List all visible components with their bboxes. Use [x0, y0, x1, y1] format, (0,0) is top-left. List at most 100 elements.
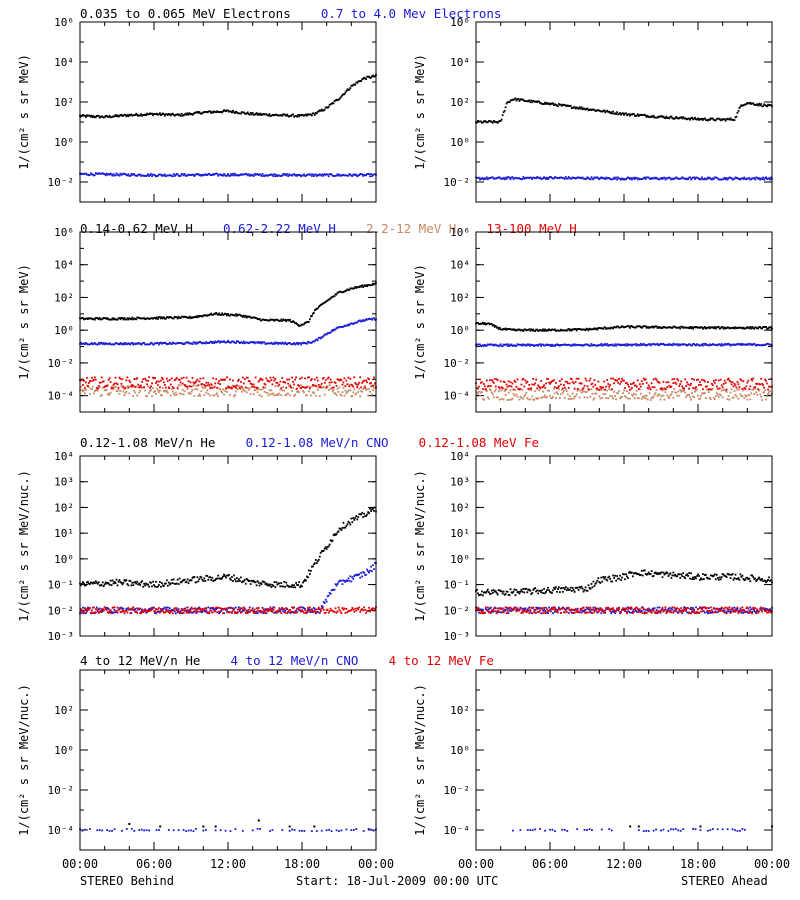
data-point [161, 342, 164, 344]
data-point [187, 316, 190, 319]
data-point [532, 398, 535, 401]
data-point [747, 102, 750, 105]
data-point [756, 327, 759, 330]
data-point [190, 611, 193, 614]
data-point [158, 391, 160, 394]
data-point [283, 342, 286, 345]
data-point [234, 606, 237, 609]
data-point [579, 107, 582, 110]
data-point [163, 389, 166, 392]
data-point [232, 172, 234, 175]
data-point [729, 391, 732, 394]
data-point [652, 343, 655, 345]
data-point [327, 175, 330, 178]
data-point [162, 607, 165, 610]
data-point [704, 119, 707, 121]
data-point [482, 397, 484, 400]
data-point [249, 316, 252, 319]
data-point [212, 394, 215, 397]
data-point [104, 607, 107, 610]
data-point [270, 610, 273, 613]
data-point [581, 328, 584, 331]
data-point [264, 386, 267, 389]
data-point [265, 391, 268, 394]
data-point [277, 582, 280, 585]
data-point [317, 606, 320, 609]
data-point [258, 317, 261, 320]
data-point [172, 317, 175, 320]
data-point [110, 612, 113, 614]
data-point [619, 326, 621, 329]
data-point [520, 178, 523, 181]
data-point [500, 328, 503, 331]
data-point [100, 172, 103, 175]
data-point [146, 174, 148, 177]
data-point [315, 338, 318, 341]
data-point [650, 396, 653, 399]
data-point [516, 395, 519, 398]
data-point [533, 330, 536, 332]
data-point [111, 606, 114, 609]
data-point [315, 376, 318, 379]
data-point [614, 343, 617, 346]
data-point [503, 109, 506, 112]
data-point [253, 611, 256, 613]
data-point [146, 112, 148, 115]
series [79, 73, 377, 119]
data-point [310, 114, 313, 117]
data-point [163, 606, 166, 609]
data-point [108, 583, 111, 586]
data-point [102, 116, 105, 119]
data-point [126, 583, 129, 585]
data-point [364, 574, 367, 576]
data-point [695, 389, 697, 392]
data-point [201, 315, 204, 318]
data-point [740, 395, 743, 398]
data-point [704, 343, 706, 346]
data-point [599, 327, 602, 330]
data-point [91, 379, 94, 382]
data-point [536, 344, 539, 346]
data-point [88, 317, 91, 320]
data-point [538, 385, 541, 388]
data-point [537, 100, 540, 103]
data-point [372, 173, 374, 176]
data-point [714, 379, 717, 381]
data-point [343, 377, 346, 380]
data-point [247, 608, 250, 611]
data-point [628, 177, 630, 179]
data-point [249, 583, 252, 585]
data-point [113, 382, 116, 385]
data-point [283, 580, 286, 583]
data-point [182, 376, 185, 379]
data-point [217, 313, 220, 316]
data-point [158, 173, 160, 176]
data-point [595, 387, 598, 390]
data-point [571, 343, 574, 346]
data-point [330, 330, 333, 333]
data-point [339, 96, 342, 99]
data-point [671, 117, 674, 120]
data-point [101, 386, 104, 389]
data-point [300, 114, 302, 117]
data-point [313, 173, 316, 176]
data-point [746, 177, 749, 180]
data-point [525, 100, 528, 102]
data-point [148, 376, 150, 379]
data-point [358, 286, 361, 289]
data-point [370, 565, 372, 568]
data-point [180, 315, 183, 318]
y-tick-label: 10⁰ [450, 553, 470, 566]
data-point [177, 610, 180, 613]
data-point [320, 108, 323, 111]
data-point [346, 288, 349, 291]
data-point [521, 98, 524, 101]
data-point [522, 330, 525, 333]
data-point [656, 342, 659, 345]
data-point [600, 176, 603, 179]
data-point [132, 318, 135, 321]
data-point [314, 112, 317, 114]
data-point [626, 382, 628, 384]
data-point [188, 611, 191, 614]
data-point [275, 394, 278, 396]
